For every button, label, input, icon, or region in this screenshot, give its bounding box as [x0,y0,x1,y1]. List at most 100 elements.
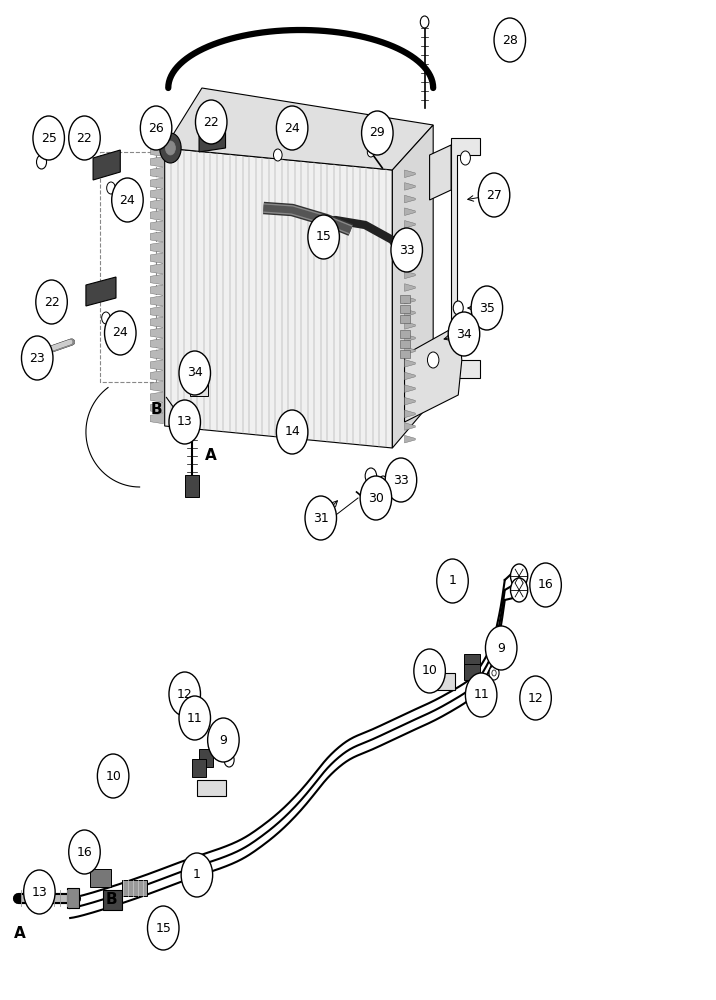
Circle shape [494,18,526,62]
Polygon shape [405,246,415,253]
Text: 24: 24 [120,194,135,207]
Polygon shape [150,285,163,295]
Polygon shape [405,397,415,405]
Polygon shape [150,392,163,402]
Circle shape [365,468,377,484]
Polygon shape [405,360,415,367]
Circle shape [460,151,470,165]
Polygon shape [405,233,415,241]
Circle shape [224,753,234,767]
Polygon shape [150,296,163,306]
Circle shape [107,182,115,194]
Circle shape [112,178,143,222]
Circle shape [520,676,551,720]
Text: 34: 34 [456,328,472,341]
Circle shape [420,16,429,28]
Circle shape [511,578,528,602]
Circle shape [37,155,47,169]
Polygon shape [197,780,226,796]
Polygon shape [185,475,199,497]
Text: 27: 27 [486,189,502,202]
Polygon shape [150,274,163,285]
Text: 24: 24 [112,326,128,340]
Circle shape [195,100,227,144]
Polygon shape [400,305,410,313]
Polygon shape [430,145,451,200]
Polygon shape [150,178,163,188]
Polygon shape [464,654,480,670]
Text: A: A [205,448,217,463]
Circle shape [179,351,211,395]
Circle shape [169,672,200,716]
Circle shape [385,458,417,502]
Polygon shape [93,150,120,180]
Text: 15: 15 [155,922,171,934]
Polygon shape [405,385,415,392]
Text: 1: 1 [449,574,456,587]
Polygon shape [150,232,163,242]
Polygon shape [405,334,415,342]
Circle shape [492,670,496,676]
Text: 9: 9 [498,642,505,654]
Text: 12: 12 [177,688,193,700]
Polygon shape [150,371,163,381]
Polygon shape [150,264,163,274]
Polygon shape [400,340,410,348]
Text: 13: 13 [177,415,193,428]
Text: 24: 24 [284,121,300,134]
Circle shape [195,370,203,380]
Circle shape [97,754,129,798]
Polygon shape [67,888,79,908]
Polygon shape [433,673,455,690]
Circle shape [179,696,211,740]
Polygon shape [464,664,480,680]
Circle shape [195,384,203,394]
Polygon shape [150,242,163,253]
Circle shape [485,626,517,670]
Text: 31: 31 [313,512,329,524]
Circle shape [181,853,213,897]
Circle shape [471,286,503,330]
Circle shape [105,311,136,355]
Circle shape [530,563,561,607]
Circle shape [276,106,308,150]
Text: 25: 25 [41,131,57,144]
Circle shape [36,280,67,324]
Polygon shape [86,277,116,306]
Polygon shape [150,199,163,210]
Polygon shape [190,368,208,382]
Circle shape [391,228,422,272]
Circle shape [223,737,235,753]
Circle shape [208,718,239,762]
Text: 22: 22 [203,115,219,128]
Polygon shape [150,146,163,156]
Polygon shape [405,423,415,430]
Polygon shape [405,309,415,317]
Polygon shape [405,195,415,203]
Text: A: A [14,927,26,942]
Polygon shape [405,296,415,304]
Circle shape [140,106,172,150]
Polygon shape [400,330,410,338]
Circle shape [379,476,387,488]
Circle shape [367,147,374,157]
Polygon shape [405,170,415,178]
Text: 11: 11 [187,712,203,724]
Polygon shape [150,189,163,199]
Polygon shape [405,322,415,329]
Text: 1: 1 [193,868,200,882]
Text: 22: 22 [77,131,92,144]
Circle shape [274,149,282,161]
Circle shape [305,496,337,540]
Circle shape [308,215,339,259]
Circle shape [21,336,53,380]
Polygon shape [405,347,415,354]
Circle shape [427,352,439,368]
Text: 10: 10 [105,770,121,782]
Circle shape [396,246,413,270]
Circle shape [147,906,179,950]
Circle shape [160,133,181,163]
Text: 9: 9 [220,734,227,746]
Polygon shape [400,295,410,303]
Circle shape [511,564,528,588]
